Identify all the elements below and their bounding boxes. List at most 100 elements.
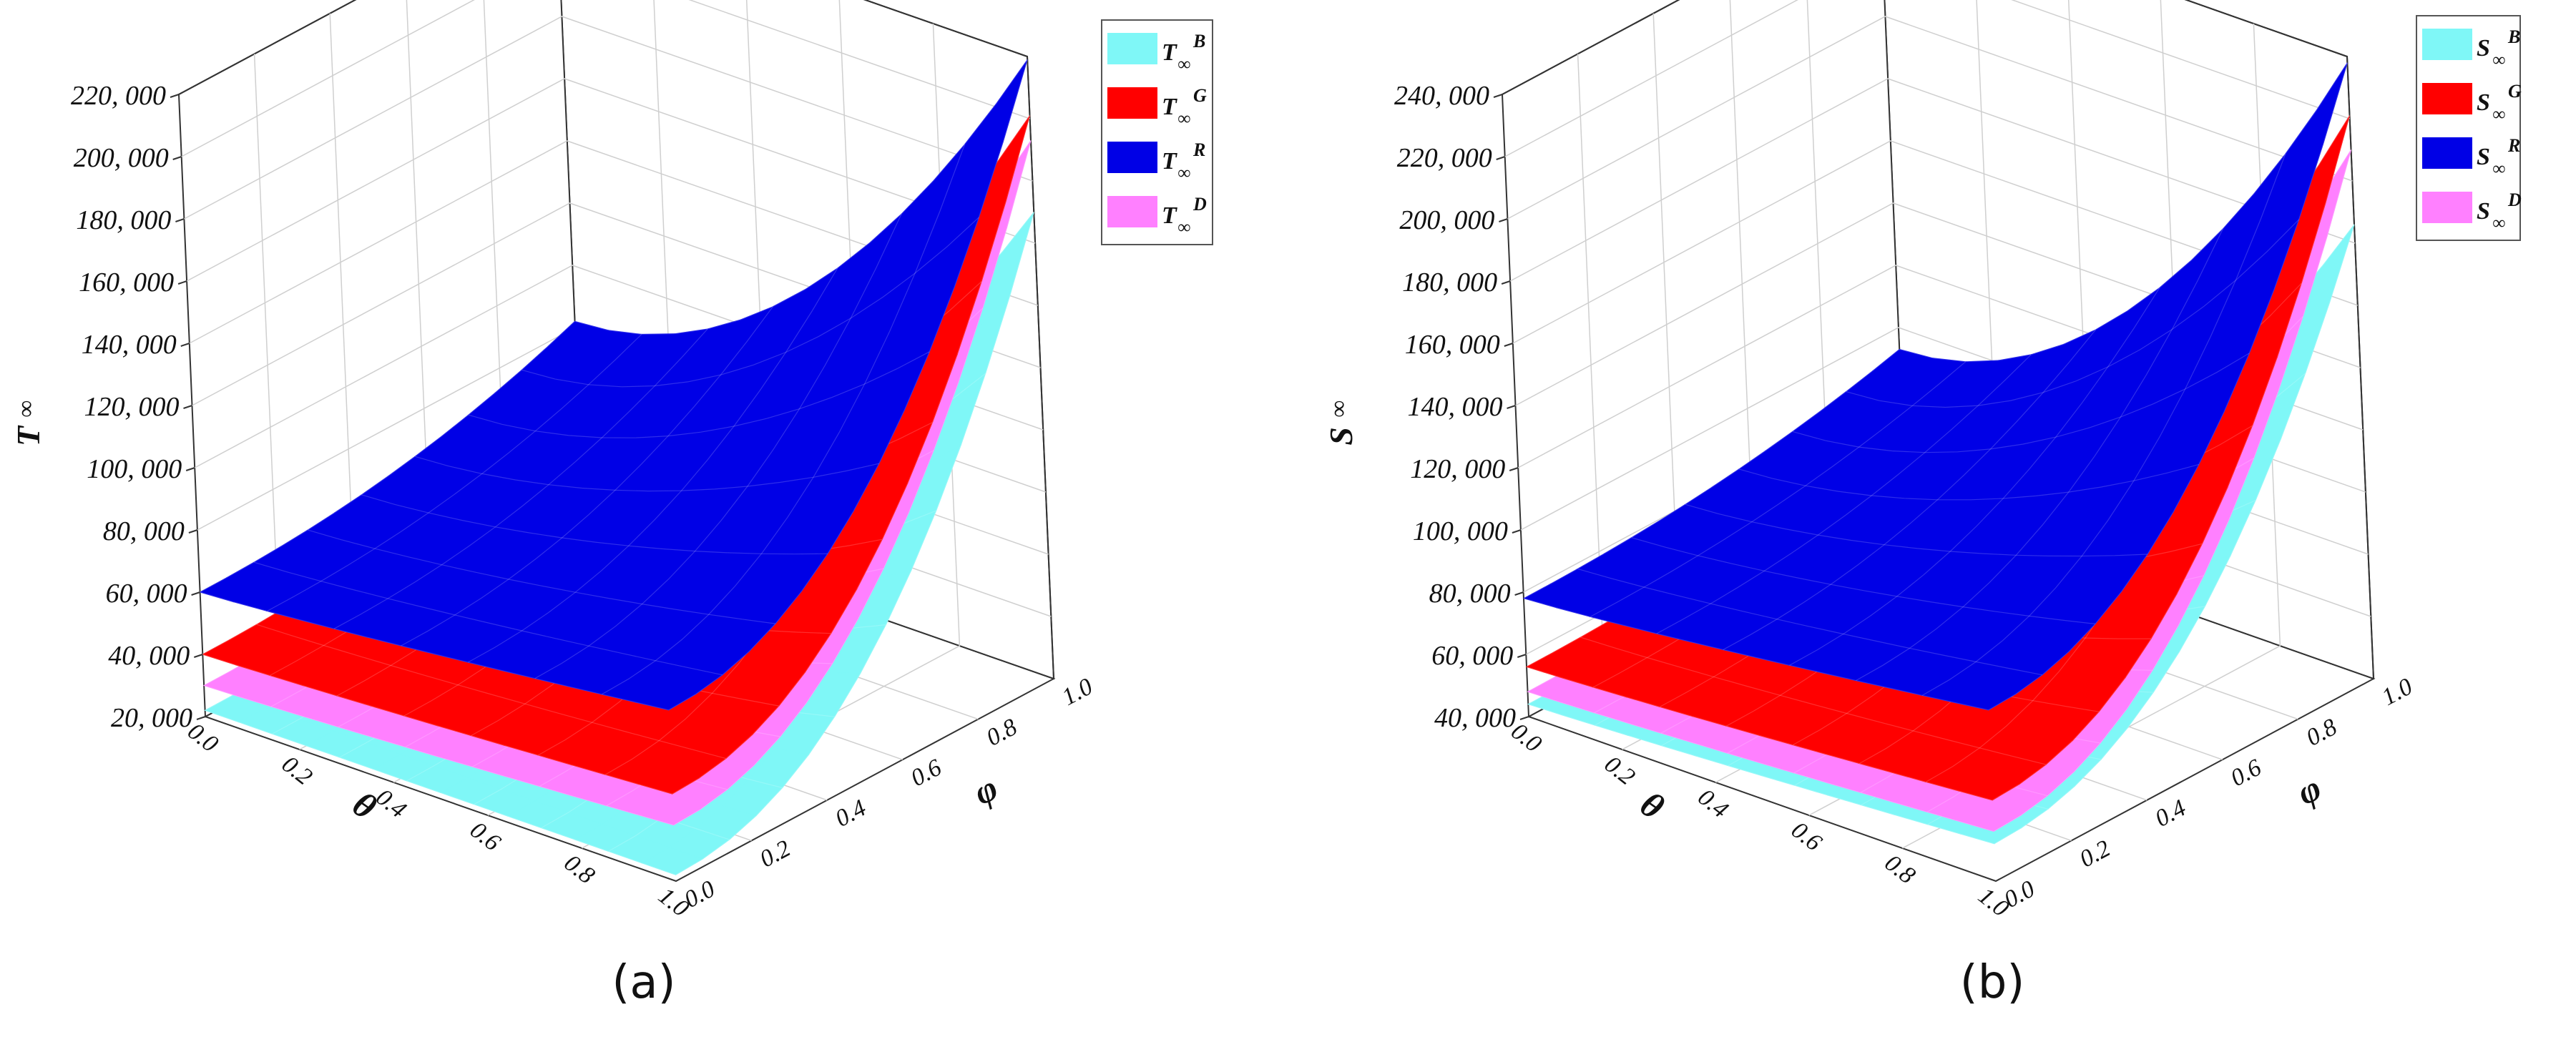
z-tick: [1517, 654, 1527, 658]
z-tick: [172, 156, 182, 160]
legend-sub-D: ∞: [1177, 217, 1191, 237]
z-tick-label: 80, 000: [103, 516, 185, 546]
mesh-line: [308, 529, 776, 624]
z-tick: [193, 654, 203, 658]
z-tick-label: 60, 000: [1431, 641, 1513, 671]
surface-mesh: [1523, 62, 2348, 711]
mesh-line: [1527, 691, 1994, 832]
y-tick-label: 0.8: [2302, 714, 2341, 752]
mesh-line: [1580, 637, 2047, 765]
surface-patch: [1525, 652, 1588, 678]
legend-sup-G: G: [2508, 81, 2522, 102]
z-tick: [1493, 94, 1503, 98]
mesh-line: [675, 212, 1034, 875]
legend-swatch-D: [1107, 196, 1157, 227]
legend-label-B: S: [2477, 35, 2490, 62]
z-tick: [1512, 529, 1522, 534]
z-tick-label: 120, 000: [84, 392, 180, 422]
surface-R: [199, 59, 1028, 711]
mesh-line: [1656, 354, 2032, 634]
chart-panel-a: 20, 000 40, 000 60, 000 80, 000 100, 000 120,…: [10, 0, 1213, 1009]
mesh-line: [521, 217, 979, 388]
panel-caption: (b): [1960, 956, 2025, 1009]
z-tick-label: 120, 000: [1410, 454, 1505, 484]
legend-label-R: T: [1162, 148, 1177, 175]
mesh-line: [1723, 329, 2097, 651]
mesh-line: [361, 494, 828, 555]
legend-sup-B: B: [1192, 31, 1205, 51]
mesh-line: [202, 654, 672, 795]
mesh-line: [1992, 115, 2351, 801]
x-tick-label: 0.6: [1786, 817, 1826, 856]
legend-sup-R: R: [1192, 139, 1205, 160]
legend-sub-D: ∞: [2492, 212, 2506, 233]
z-tick-label: 180, 000: [76, 205, 171, 235]
legend-swatch-B: [1107, 33, 1157, 64]
z-tick-label: 220, 000: [1397, 143, 1492, 173]
mesh-line: [1988, 62, 2348, 711]
x-axis-title: θ: [1633, 784, 1671, 827]
legend-sub-B: ∞: [1177, 54, 1191, 74]
z-tick-label: 180, 000: [1402, 267, 1497, 298]
y-tick-label: 0.2: [755, 835, 795, 873]
mesh-line: [1789, 287, 2160, 666]
mesh-line: [1846, 219, 2300, 408]
y-tick-label: 0.6: [906, 755, 946, 792]
mesh-line: [1899, 62, 2348, 363]
surface-mesh: [200, 59, 1028, 711]
z-axis-title-sub: ∞: [13, 400, 39, 418]
legend-label-D: S: [2477, 198, 2490, 225]
legend-label-G: T: [1162, 94, 1177, 120]
legend-sup-G: G: [1193, 85, 1207, 106]
axes: 20, 000 40, 000 60, 000 80, 000 100, 000 120,…: [10, 81, 1097, 922]
mesh-line: [673, 140, 1032, 826]
mesh-line: [1685, 503, 2148, 557]
surfaces: [1522, 62, 2355, 845]
z-tick: [177, 280, 187, 285]
mesh-line: [668, 59, 1028, 711]
mesh-line: [672, 115, 1031, 795]
z-tick-label: 160, 000: [79, 267, 174, 298]
legend-sub-G: ∞: [1177, 108, 1191, 129]
mesh-line: [1523, 598, 1989, 711]
z-tick: [1499, 218, 1508, 222]
legend-swatch-G: [1107, 87, 1157, 119]
grid-line: [1507, 16, 2353, 220]
z-tick-label: 40, 000: [108, 641, 190, 671]
x-tick-label: 0.2: [277, 751, 317, 790]
z-tick: [185, 467, 195, 471]
z-tick: [1509, 467, 1519, 471]
y-tick-label: 0.2: [2075, 835, 2115, 873]
mesh-line: [574, 59, 1028, 335]
surfaces: [199, 59, 1034, 875]
mesh-line: [1528, 704, 1994, 845]
z-tick-label: 20, 000: [111, 703, 192, 733]
legend-sub-R: ∞: [1177, 162, 1191, 183]
legend-swatch-D: [2422, 192, 2472, 223]
mesh-line: [602, 144, 966, 695]
grid-line: [1509, 78, 2356, 282]
z-axis-title: T: [10, 425, 46, 446]
z-tick: [183, 405, 192, 409]
mesh-line: [256, 624, 727, 760]
y-tick-label: 1.0: [1058, 673, 1097, 711]
z-tick: [191, 591, 200, 596]
mesh-line: [267, 333, 642, 612]
z-tick: [1519, 716, 1529, 720]
x-tick-label: 0.8: [1880, 850, 1920, 889]
z-axis-title: S: [1323, 427, 1359, 446]
y-tick-label: 0.6: [2226, 755, 2266, 792]
surface-patch: [202, 639, 265, 666]
x-tick-label: 0.4: [1693, 784, 1733, 823]
z-tick-label: 60, 000: [106, 579, 187, 609]
legend-label-D: T: [1162, 202, 1177, 229]
legend-sup-D: D: [1192, 194, 1207, 215]
z-tick-label: 160, 000: [1405, 330, 1500, 360]
legend: T ∞BT ∞GT ∞RT ∞D: [1101, 19, 1213, 245]
y-tick-label: 1.0: [2378, 673, 2417, 711]
z-tick: [1496, 156, 1506, 160]
grid-line: [186, 78, 1036, 282]
z-tick-label: 100, 000: [1413, 516, 1508, 546]
mesh-line: [1921, 153, 2286, 696]
z-tick-label: 240, 000: [1394, 81, 1489, 111]
